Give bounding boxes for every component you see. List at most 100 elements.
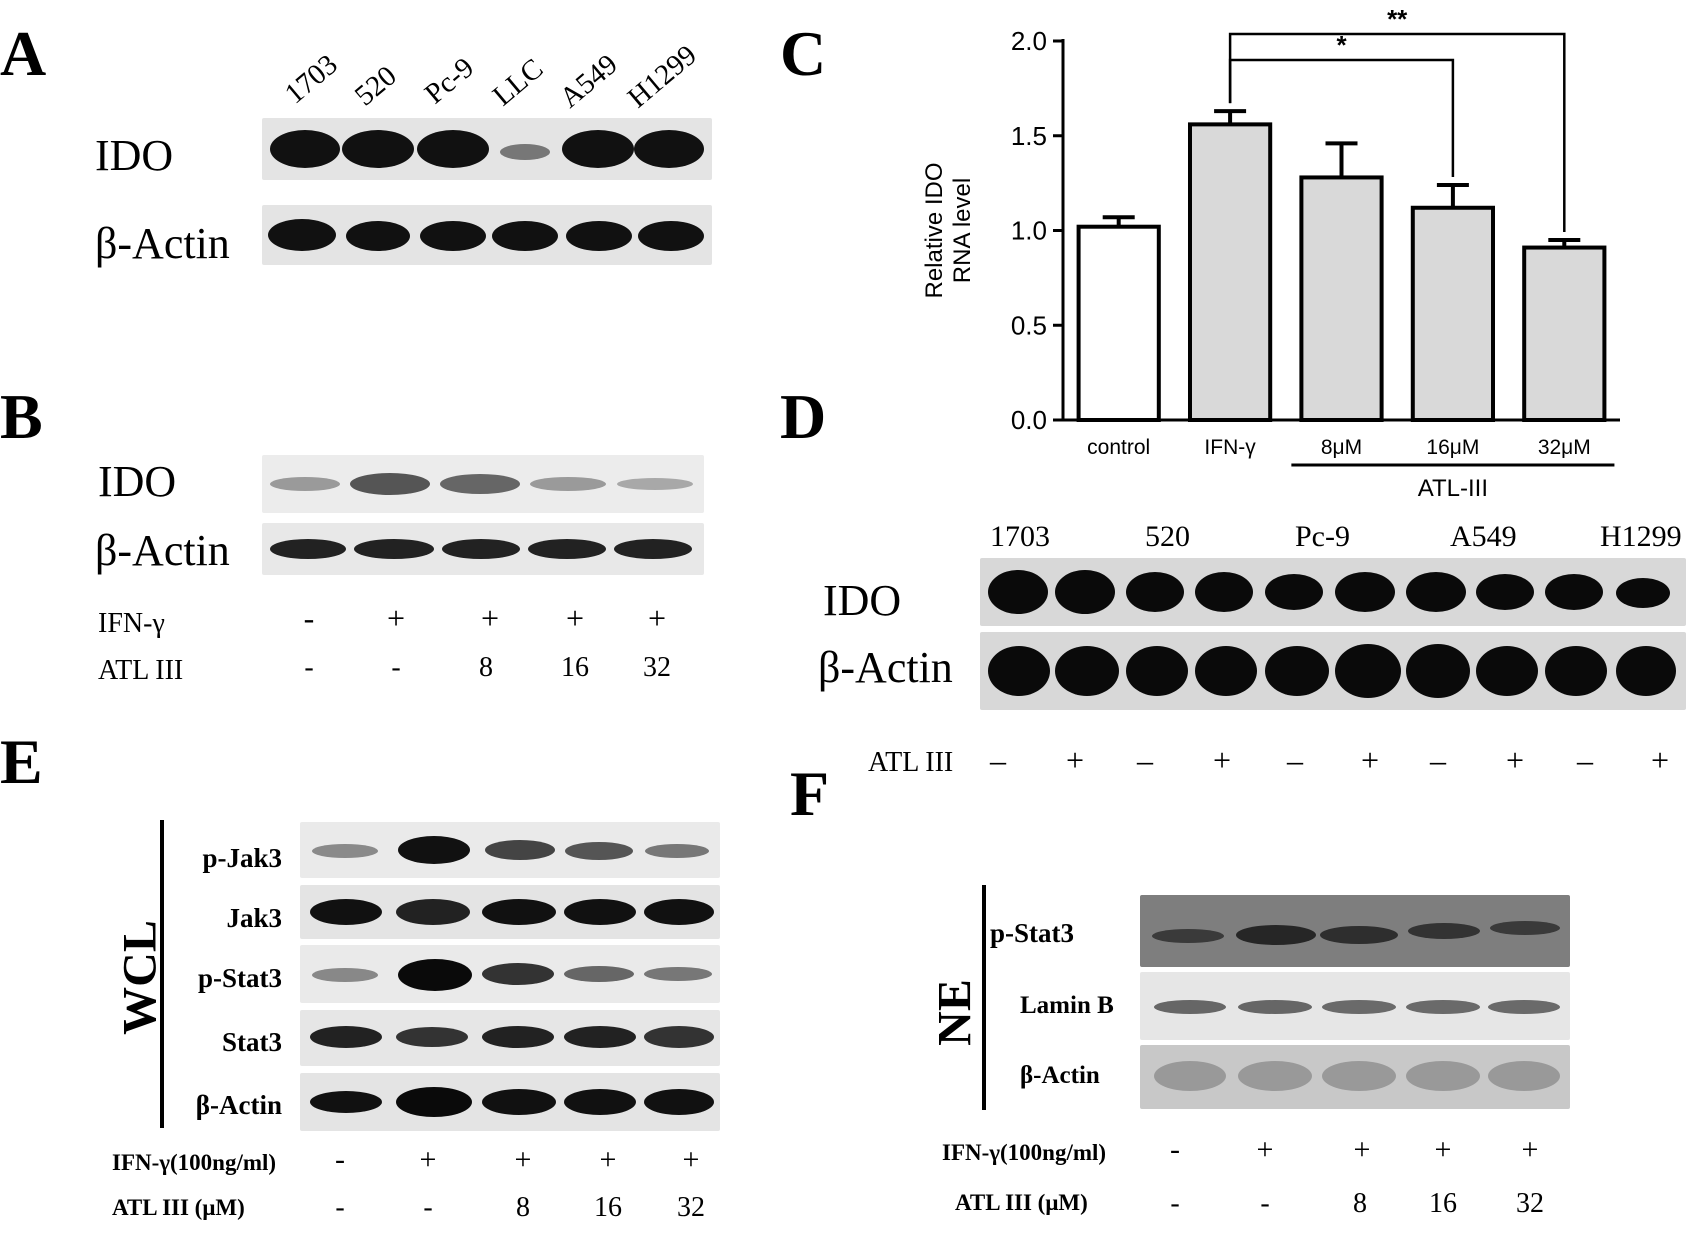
condition-value: - xyxy=(1170,1188,1180,1219)
panel-e-label: E xyxy=(0,726,43,797)
condition-label: IFN-γ(100ng/ml) xyxy=(942,1140,1107,1165)
condition-value: + xyxy=(565,600,585,636)
condition-value: + xyxy=(386,600,406,636)
condition-value: + xyxy=(647,600,667,636)
condition-label: IFN-γ(100ng/ml) xyxy=(112,1150,277,1175)
lane-header: A549 xyxy=(553,48,624,115)
condition-value: + xyxy=(514,1143,532,1176)
condition-value: + xyxy=(1434,1133,1452,1166)
condition-value: + xyxy=(599,1143,617,1176)
blot-row-label: β-Actin xyxy=(818,643,953,692)
condition-value: - xyxy=(1260,1188,1270,1219)
lane-header: 1703 xyxy=(278,48,344,111)
blot-row-label: Jak3 xyxy=(226,903,282,933)
blot-row-label: β-Actin xyxy=(95,219,230,268)
panel-f-label: F xyxy=(790,758,830,829)
y-axis-label: Relative IDORNA level xyxy=(921,162,976,298)
bar xyxy=(1522,245,1607,422)
bar xyxy=(1187,122,1273,422)
condition-label: ATL III (μM) xyxy=(955,1190,1088,1215)
condition-value: + xyxy=(1353,1133,1371,1166)
condition-label: IFN-γ xyxy=(98,608,165,639)
condition-value: + xyxy=(1505,742,1525,778)
x-tick-label: control xyxy=(1087,436,1150,459)
blot-row-label: β-Actin xyxy=(1020,1062,1100,1089)
condition-value: 8 xyxy=(1353,1188,1367,1219)
x-tick-label: 32μM xyxy=(1538,436,1591,459)
condition-value: + xyxy=(1650,742,1670,778)
condition-value: 8 xyxy=(516,1192,530,1223)
bar xyxy=(1299,175,1384,422)
condition-value: – xyxy=(1287,742,1303,778)
blot-row-label: β-Actin xyxy=(195,1090,282,1120)
condition-value: 32 xyxy=(677,1192,705,1223)
blot-strip-actin xyxy=(262,205,712,265)
condition-value: – xyxy=(1577,742,1593,778)
significance-bracket xyxy=(1228,32,1566,232)
condition-value: - xyxy=(423,1192,433,1223)
blot-row-label: IDO xyxy=(95,131,174,180)
significance-label: ** xyxy=(1387,4,1408,34)
blot-row-label: Stat3 xyxy=(222,1027,282,1057)
blot-row-label: β-Actin xyxy=(95,526,230,575)
y-tick-label: 1.0 xyxy=(1011,216,1047,246)
condition-value: 32 xyxy=(643,652,671,683)
condition-label: ATL III xyxy=(98,655,184,686)
lane-header: H1299 xyxy=(621,38,703,115)
condition-value: + xyxy=(682,1143,700,1176)
group-bracket xyxy=(160,820,164,1128)
y-tick-label: 1.5 xyxy=(1011,121,1047,151)
cell-line-header: H1299 xyxy=(1600,520,1682,553)
blot-strip-ido xyxy=(262,118,712,180)
condition-value: – xyxy=(990,742,1006,778)
y-tick-label: 0.0 xyxy=(1011,405,1047,435)
condition-value: – xyxy=(1137,742,1153,778)
condition-value: + xyxy=(1212,742,1232,778)
x-tick-label: 8μM xyxy=(1321,436,1362,459)
condition-value: + xyxy=(419,1143,437,1176)
group-label: NE xyxy=(928,979,982,1046)
cell-line-header: 1703 xyxy=(990,520,1050,553)
panel-a-label: A xyxy=(0,18,47,89)
lane-header: 520 xyxy=(348,59,403,113)
blot-row-label: IDO xyxy=(98,457,177,506)
condition-value: - xyxy=(304,652,314,683)
bar xyxy=(1410,205,1496,422)
blot-row-label: p-Stat3 xyxy=(197,963,282,993)
condition-value: 16 xyxy=(1429,1188,1457,1219)
condition-value: 16 xyxy=(594,1192,622,1223)
condition-value: 8 xyxy=(479,652,493,683)
bar xyxy=(1076,224,1161,422)
x-tick-label: 16μM xyxy=(1426,436,1479,459)
blot-strip xyxy=(1140,972,1570,1040)
condition-value: + xyxy=(1256,1133,1274,1166)
bar-chart: 0.0 0.5 1.0 1.5 2.0 Relative IDORNA level cont… xyxy=(921,4,1620,500)
blot-strip xyxy=(300,885,720,939)
condition-value: + xyxy=(1360,742,1380,778)
condition-value: - xyxy=(335,1192,345,1223)
condition-label: ATL III (μM) xyxy=(112,1195,245,1220)
condition-value: - xyxy=(335,1143,345,1176)
condition-value: + xyxy=(480,600,500,636)
condition-value: - xyxy=(1170,1133,1180,1166)
lane-header: Pc-9 xyxy=(418,51,481,111)
condition-value: - xyxy=(303,600,315,636)
condition-value: 16 xyxy=(561,652,589,683)
condition-value: 32 xyxy=(1516,1188,1544,1219)
blot-strip-ido xyxy=(980,558,1686,626)
cell-line-header: 520 xyxy=(1145,520,1190,553)
condition-value: + xyxy=(1065,742,1085,778)
group-label: WCL xyxy=(113,920,167,1035)
blot-strip-actin xyxy=(262,523,704,575)
condition-value: + xyxy=(1521,1133,1539,1166)
panel-b-label: B xyxy=(0,381,43,452)
cell-line-header: Pc-9 xyxy=(1295,520,1350,553)
x-tick-label: IFN-γ xyxy=(1204,436,1256,459)
panel-c-label: C xyxy=(780,18,827,89)
condition-value: - xyxy=(391,652,401,683)
blot-row-label: IDO xyxy=(823,576,902,625)
condition-value: – xyxy=(1430,742,1446,778)
blot-strip xyxy=(300,822,720,878)
group-bracket xyxy=(982,885,986,1110)
cell-line-header: A549 xyxy=(1450,520,1517,553)
